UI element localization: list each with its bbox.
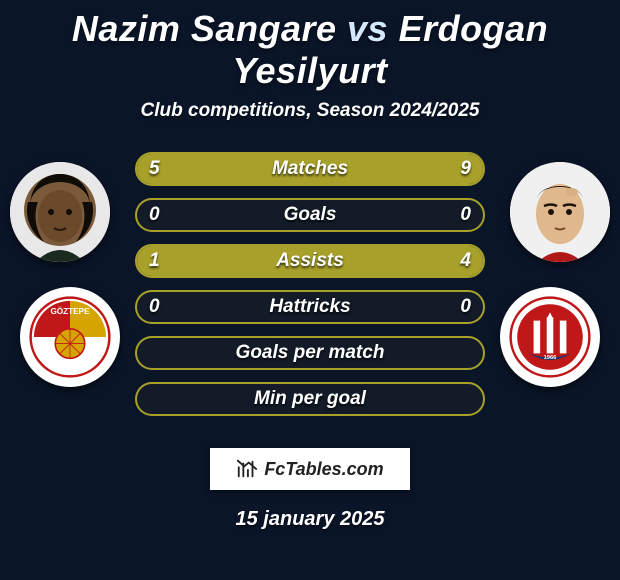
stat-bar-fill-left bbox=[137, 246, 206, 276]
club-left-label: GÖZTEPE bbox=[50, 306, 90, 316]
stat-bar-track bbox=[135, 290, 485, 324]
stat-row: Hattricks00 bbox=[135, 290, 485, 324]
subtitle: Club competitions, Season 2024/2025 bbox=[0, 100, 620, 122]
stat-row: Min per goal bbox=[135, 382, 485, 416]
stat-bar-track bbox=[135, 382, 485, 416]
date-text: 15 january 2025 bbox=[0, 508, 620, 531]
stat-row: Matches59 bbox=[135, 152, 485, 186]
stat-value-left: 5 bbox=[149, 158, 160, 180]
stat-value-right: 4 bbox=[460, 250, 471, 272]
stat-bar-fill-right bbox=[262, 154, 483, 184]
stat-value-right: 0 bbox=[460, 204, 471, 226]
stat-value-right: 0 bbox=[460, 296, 471, 318]
watermark-icon bbox=[236, 458, 258, 480]
player2-avatar bbox=[510, 162, 610, 262]
stat-row: Goals per match bbox=[135, 336, 485, 370]
stat-bar-track bbox=[135, 244, 485, 278]
stat-row: Goals00 bbox=[135, 198, 485, 232]
comparison-panel: GÖZTEPE 1966 Matches59Goals00Assist bbox=[0, 152, 620, 442]
vs-text: vs bbox=[347, 8, 388, 49]
stat-bar-track bbox=[135, 336, 485, 370]
page-title: Nazim Sangare vs Erdogan Yesilyurt bbox=[0, 0, 620, 92]
player1-name: Nazim Sangare bbox=[72, 8, 337, 49]
player2-club-crest: 1966 bbox=[500, 287, 600, 387]
club-right-year: 1966 bbox=[544, 355, 557, 361]
stat-bar-fill-right bbox=[206, 246, 483, 276]
stat-value-left: 1 bbox=[149, 250, 160, 272]
stat-row: Assists14 bbox=[135, 244, 485, 278]
stat-value-left: 0 bbox=[149, 296, 160, 318]
stat-bar-track bbox=[135, 198, 485, 232]
player1-club-crest: GÖZTEPE bbox=[20, 287, 120, 387]
watermark: FcTables.com bbox=[210, 448, 410, 490]
stat-bars: Matches59Goals00Assists14Hattricks00Goal… bbox=[135, 152, 485, 428]
stat-bar-track bbox=[135, 152, 485, 186]
player1-avatar bbox=[10, 162, 110, 262]
stat-value-right: 9 bbox=[460, 158, 471, 180]
watermark-text: FcTables.com bbox=[264, 459, 383, 480]
stat-value-left: 0 bbox=[149, 204, 160, 226]
